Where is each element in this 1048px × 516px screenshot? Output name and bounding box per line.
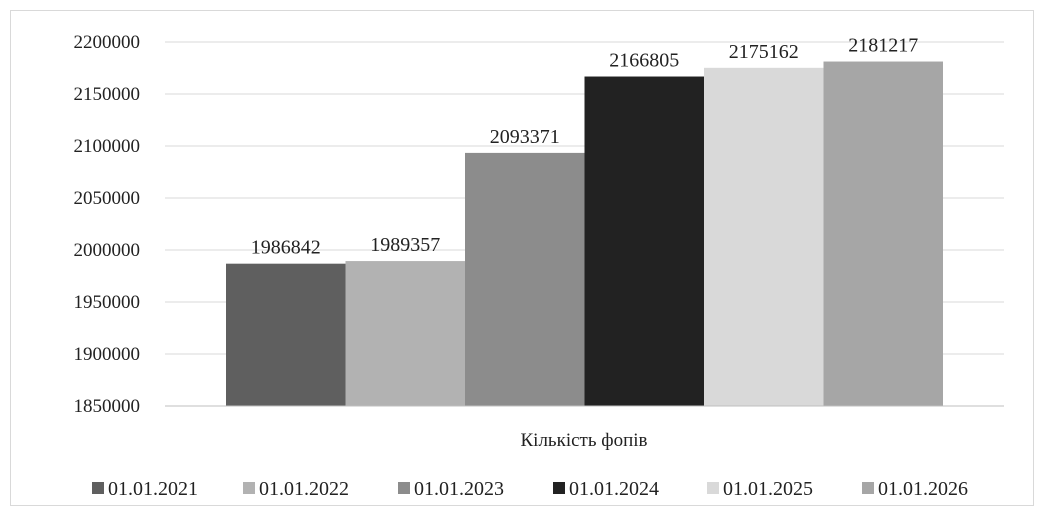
y-tick-label: 1900000 xyxy=(74,344,141,365)
data-label: 1986842 xyxy=(251,237,321,259)
legend-swatch xyxy=(243,482,255,494)
bar-01.01.2021 xyxy=(226,263,346,406)
legend-label: 01.01.2023 xyxy=(414,478,504,500)
legend-label: 01.01.2026 xyxy=(878,478,968,500)
legend-swatch xyxy=(92,482,104,494)
bar-01.01.2024 xyxy=(584,76,704,406)
legend-swatch xyxy=(707,482,719,494)
bar-01.01.2026 xyxy=(823,61,943,406)
legend-label: 01.01.2024 xyxy=(569,478,659,500)
legend-label: 01.01.2021 xyxy=(108,478,198,500)
data-label: 2166805 xyxy=(609,50,679,72)
legend-swatch xyxy=(553,482,565,494)
y-tick-label: 2000000 xyxy=(74,240,141,261)
legend-swatch xyxy=(862,482,874,494)
y-tick-label: 1850000 xyxy=(74,396,141,417)
y-tick-label: 2200000 xyxy=(74,32,141,53)
bar-01.01.2025 xyxy=(704,67,824,407)
legend-label: 01.01.2025 xyxy=(723,478,813,500)
y-tick-label: 2050000 xyxy=(74,188,141,209)
bar-01.01.2023 xyxy=(465,152,585,406)
x-category-label: Кількість фопів xyxy=(521,430,648,451)
y-tick-label: 1950000 xyxy=(74,292,141,313)
data-label: 2093371 xyxy=(490,126,560,148)
data-label: 1989357 xyxy=(370,234,440,256)
data-label: 2181217 xyxy=(848,35,918,57)
bar-01.01.2022 xyxy=(345,261,465,406)
y-tick-label: 2100000 xyxy=(74,136,141,157)
legend-swatch xyxy=(398,482,410,494)
y-tick-label: 2150000 xyxy=(74,84,141,105)
data-label: 2175162 xyxy=(729,41,799,63)
legend-label: 01.01.2022 xyxy=(259,478,349,500)
